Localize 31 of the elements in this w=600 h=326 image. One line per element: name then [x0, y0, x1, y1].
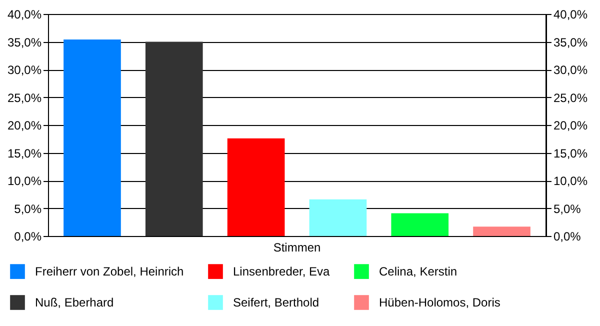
- x-tick-label: Stimmen: [273, 240, 321, 254]
- y-tick-label: 10,0%: [7, 174, 42, 188]
- bar: [391, 213, 449, 236]
- y-tick-label: 15,0%: [7, 146, 42, 160]
- legend-label: Celina, Kerstin: [379, 264, 458, 279]
- y-tick-label: 30,0%: [7, 63, 42, 77]
- text: 25,0%: [554, 90, 588, 105]
- y-tick-label: 20,0%: [7, 118, 42, 132]
- text: 20,0%: [554, 118, 588, 132]
- bar: [309, 199, 367, 236]
- legend-label: Nuß, Eberhard: [35, 296, 114, 310]
- text: 35,0%: [554, 35, 588, 50]
- legend-label: Freiherr von Zobel, Heinrich: [35, 264, 184, 279]
- y-tick-label: 40,0%: [7, 8, 42, 22]
- bar: [64, 40, 121, 236]
- text: 5,0%: [554, 202, 581, 216]
- text: 30,0%: [554, 63, 588, 77]
- y-tick-label: 35,0%: [7, 35, 42, 50]
- y-tick-label: 25,0%: [7, 90, 42, 105]
- bar: [473, 226, 530, 236]
- text: 10,0%: [554, 174, 588, 188]
- bar: [227, 138, 285, 236]
- legend-label: Seifert, Berthold: [233, 296, 320, 310]
- text: 0,0%: [554, 230, 581, 244]
- y-tick-label: 0,0%: [14, 230, 42, 244]
- text: 40,0%: [554, 8, 588, 22]
- text: 15,0%: [554, 146, 588, 160]
- legend-label: Hüben-Holomos, Doris: [379, 296, 500, 310]
- legend-label: Linsenbreder, Eva: [233, 264, 330, 279]
- bar: [145, 42, 203, 236]
- y-tick-label: 5,0%: [14, 202, 42, 216]
